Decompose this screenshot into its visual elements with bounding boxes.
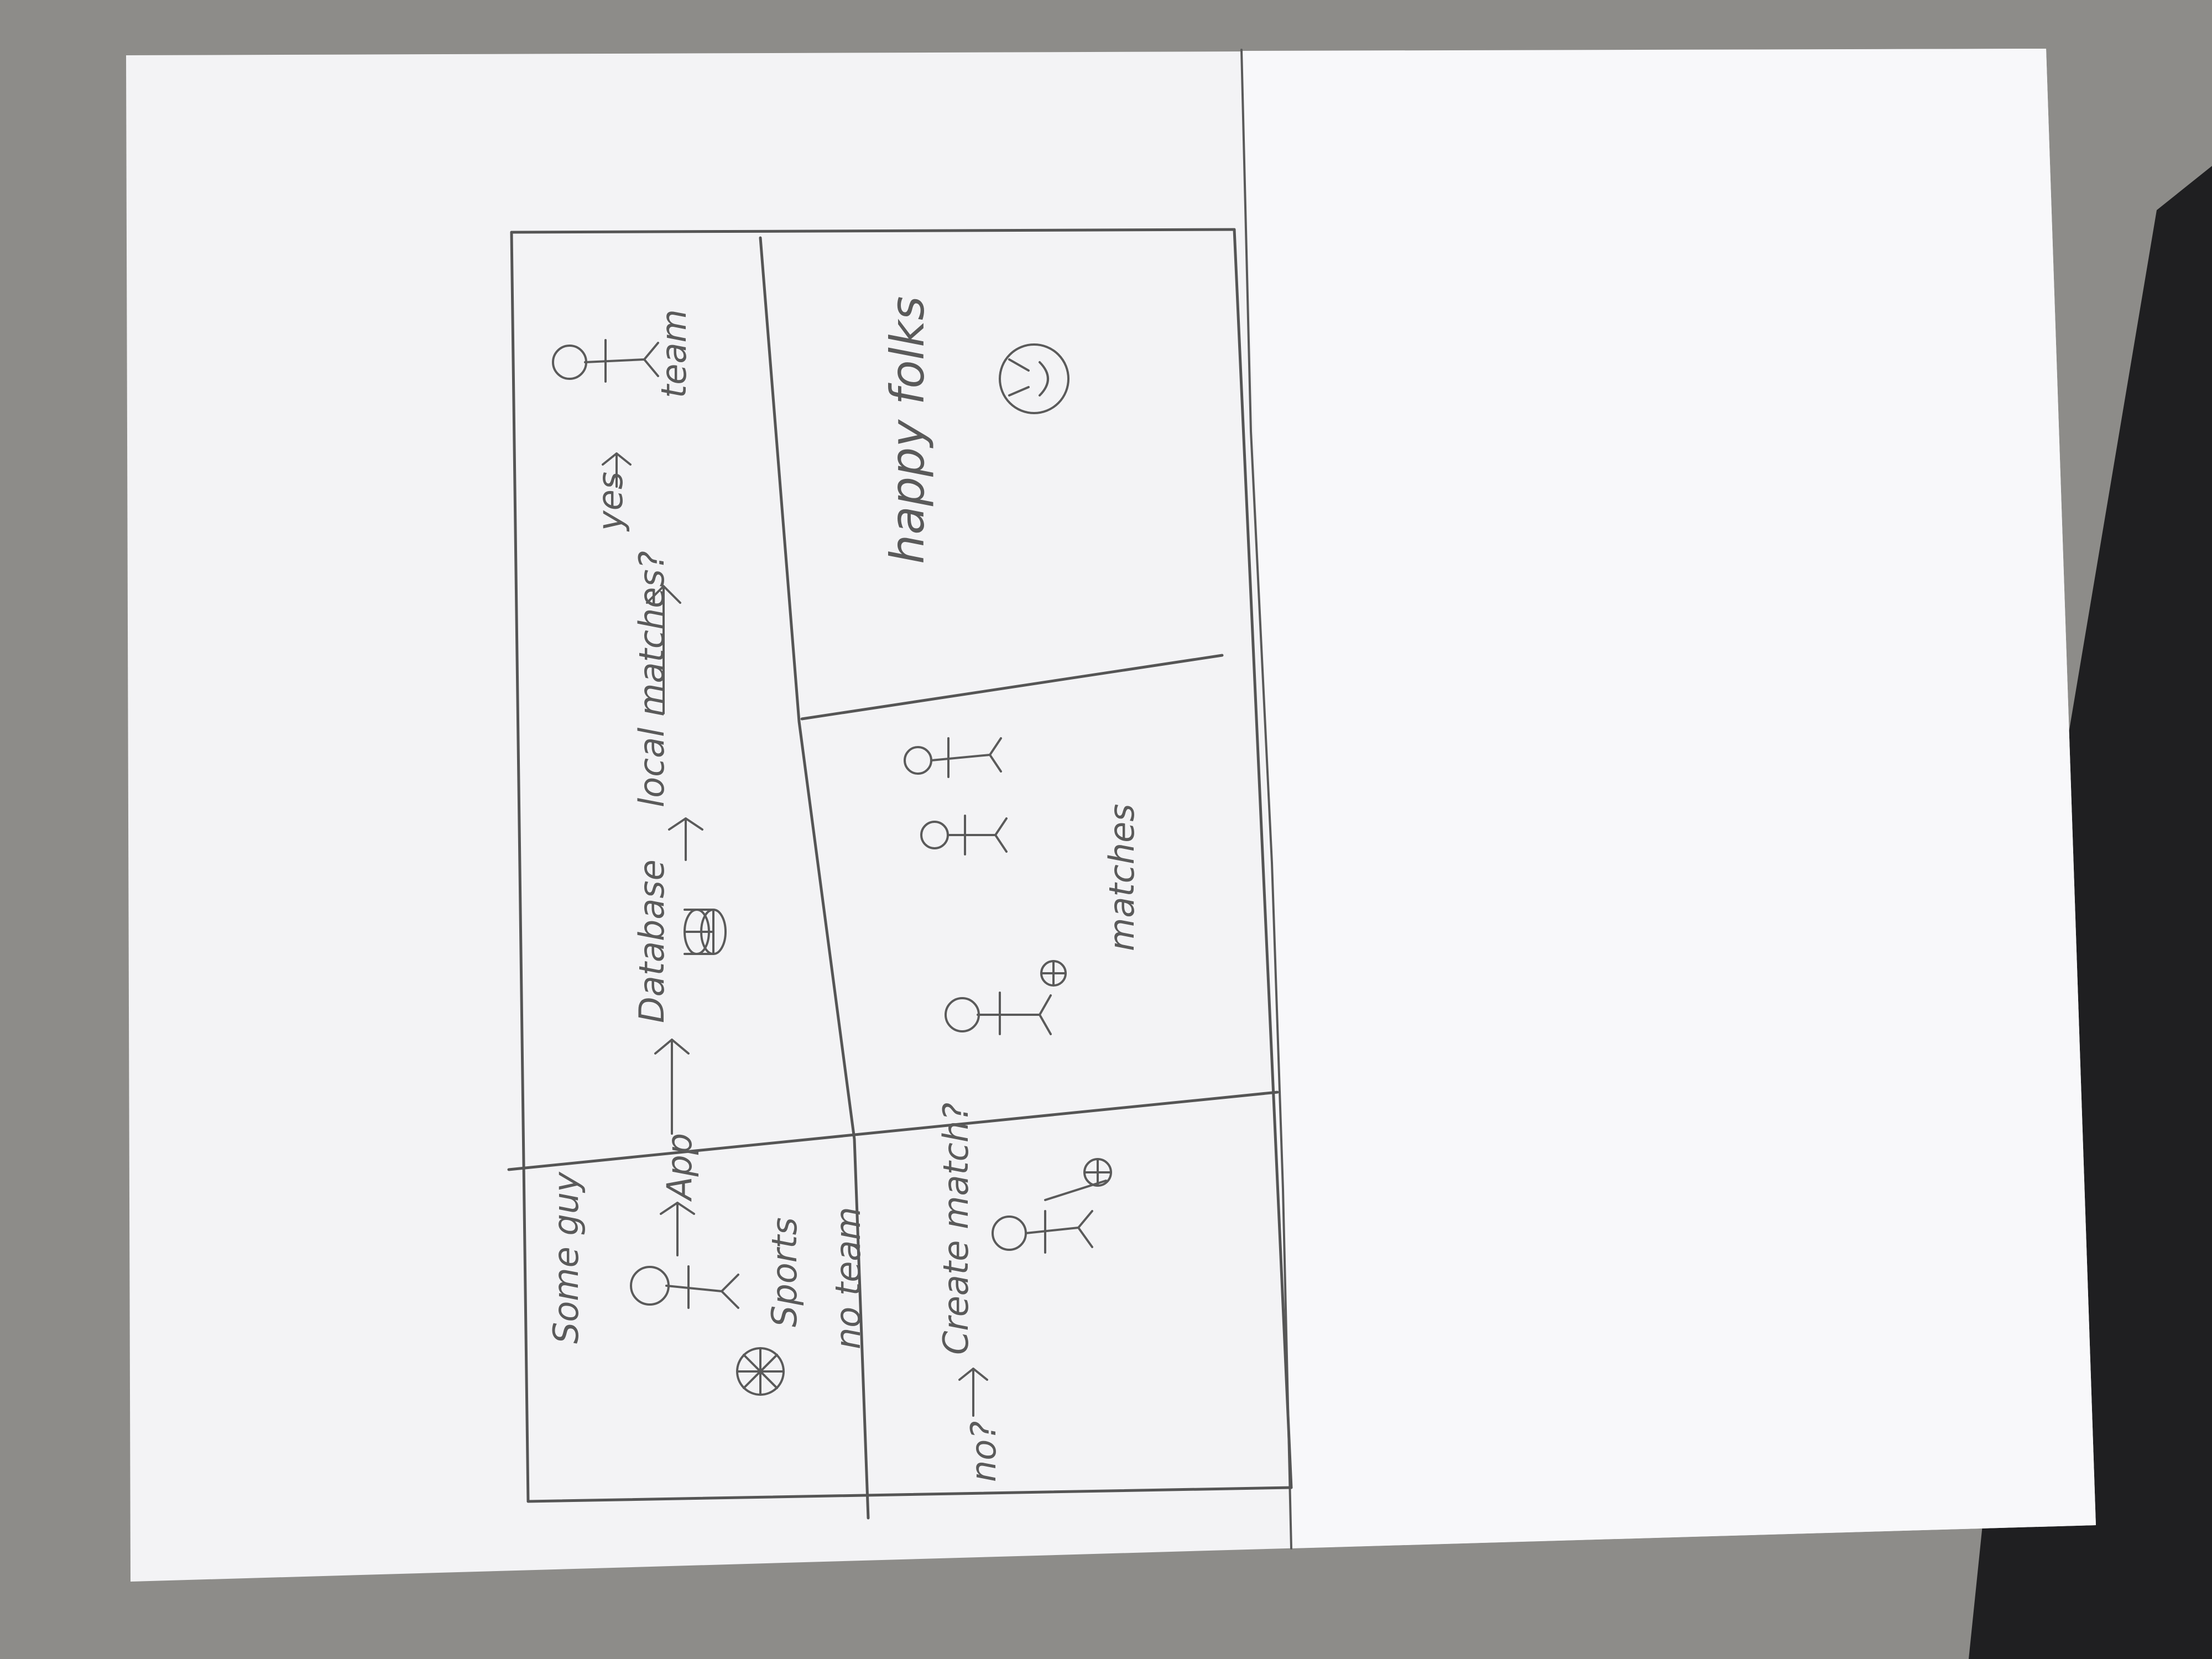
panel-5: matches xyxy=(904,737,1142,1035)
storyboard-grid xyxy=(507,228,1293,1520)
panel-2-text-1: Database xyxy=(632,859,672,1023)
panel-5-ball-icon xyxy=(1040,960,1067,987)
panel-6-text-1: happy folks xyxy=(880,296,935,564)
panel-2-database-icon xyxy=(684,909,727,955)
panel-3-arrow-icon xyxy=(602,452,632,488)
panel-5-stick-figure-1-icon xyxy=(945,992,1052,1035)
panel-6: happy folks xyxy=(880,296,1070,564)
panel-4-text-1: no? xyxy=(963,1421,1004,1482)
panel-1-text-1: Some guy xyxy=(546,1171,586,1344)
panel-5-text-1: matches xyxy=(1102,804,1142,951)
panel-4-text-2: Create match? xyxy=(936,1103,976,1355)
panel-2-arrow-in-icon xyxy=(654,1039,690,1135)
panel-3-text-2: team xyxy=(654,309,694,398)
panel-3-text-1: yes xyxy=(590,472,630,532)
panel-1: Some guy App Sports no team xyxy=(546,1133,868,1396)
panel-1-stick-figure-icon xyxy=(630,1265,739,1309)
paper-fold-line xyxy=(1240,49,1292,1550)
panel-1-text-2: App xyxy=(659,1133,700,1202)
panel-6-smiley-face-icon xyxy=(999,343,1070,414)
panel-1-text-3: Sports xyxy=(764,1217,805,1327)
panel-5-stick-figure-3-icon xyxy=(904,737,1002,778)
panel-3-stick-figure-icon xyxy=(552,339,659,383)
panel-2-arrow-out-icon xyxy=(668,817,703,861)
panel-4-ball-icon xyxy=(1083,1158,1112,1187)
panel-2: Database local matches? xyxy=(632,551,727,1135)
panel-4: no? Create match? xyxy=(936,1103,1112,1482)
paper-right-half xyxy=(1241,49,2096,1548)
panel-3: yes team xyxy=(552,309,694,532)
panel-2-long-arrow-icon xyxy=(646,585,681,714)
panel-1-text-4: no team xyxy=(828,1207,868,1349)
panel-4-stick-figure-icon xyxy=(992,1180,1107,1254)
panel-1-arrow-icon xyxy=(660,1202,695,1256)
panel-4-arrow-icon xyxy=(958,1368,988,1417)
panel-2-text-2: local matches? xyxy=(632,551,672,807)
panel-5-stick-figure-2-icon xyxy=(920,815,1008,855)
panel-1-ball-icon xyxy=(736,1347,785,1396)
